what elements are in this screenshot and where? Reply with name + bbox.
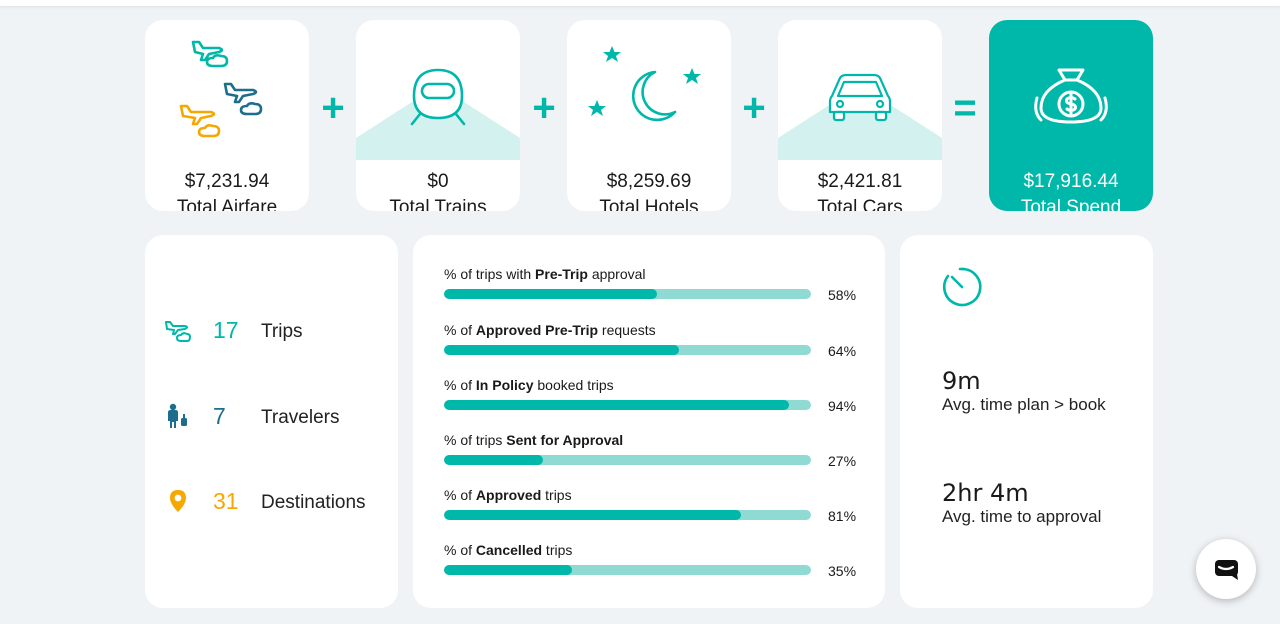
progress-track [444,510,811,520]
trip-stats-card: 17 Trips 7 Travelers 31 Destinations [145,235,398,608]
moon-stars-icon [588,46,701,122]
hotels-label: Total Hotels [599,197,699,211]
airfare-card: $7,231.94 Total Airfare [145,20,309,211]
plan-to-book-label: Avg. time plan > book [942,395,1106,414]
metric-label: % of trips with Pre-Trip approval [444,266,646,282]
time-metrics-card: 9m Avg. time plan > book 2hr 4m Avg. tim… [900,235,1153,608]
total-spend-card: $17,916.44 Total Spend [989,20,1153,211]
money-bag-icon [1034,68,1108,124]
trips-count: 17 [213,317,239,343]
equals-operator: = [953,86,977,130]
metric-percent: 94% [828,398,857,414]
progress-track [444,345,811,355]
plus-operator: + [742,86,766,130]
metric-label: % of trips Sent for Approval [444,432,624,448]
metric-sent-for-approval: % of trips Sent for Approval 27% [444,431,864,471]
plan-to-book-value: 9m [942,367,981,395]
plus-operator: + [321,86,345,130]
metric-percent: 35% [828,563,857,579]
hotels-card: $8,259.69 Total Hotels [567,20,731,211]
stat-destinations: 31 Destinations [165,486,395,516]
progress-fill [444,455,544,465]
metric-approved-trips: % of Approved trips 81% [444,486,864,526]
cars-amount: $2,421.81 [817,171,903,192]
stat-trips: 17 Trips [165,315,395,345]
total-spend-amount: $17,916.44 [1023,171,1119,192]
metric-pre-trip-approval: % of trips with Pre-Trip approval 58% [444,265,864,305]
train-icon [356,68,520,160]
timer-icon [943,267,982,307]
destinations-count: 31 [213,488,239,514]
location-pin-icon [170,490,186,512]
plane-icon [165,321,191,342]
progress-fill [444,345,679,355]
cars-label: Total Cars [817,197,903,211]
trains-label: Total Trains [389,197,487,211]
progress-fill [444,400,789,410]
travelers-count: 7 [213,403,226,429]
total-spend-label: Total Spend [1020,197,1122,211]
plus-operator: + [532,86,556,130]
destinations-label: Destinations [261,492,366,513]
time-to-approval-value: 2hr 4m [942,479,1029,507]
metric-percent: 58% [828,287,857,303]
progress-track [444,400,811,410]
progress-track [444,565,811,575]
metric-cancelled-trips: % of Cancelled trips 35% [444,541,864,581]
metric-percent: 64% [828,343,857,359]
stat-travelers: 7 Travelers [165,401,395,431]
traveler-icon [168,403,187,428]
airfare-amount: $7,231.94 [184,171,270,192]
hotels-amount: $8,259.69 [606,171,692,192]
car-icon [778,73,942,160]
time-to-approval-label: Avg. time to approval [942,507,1102,526]
metric-percent: 27% [828,453,857,469]
airfare-label: Total Airfare [176,197,278,211]
metric-approved-pre-trip: % of Approved Pre-Trip requests 64% [444,321,864,361]
travelers-label: Travelers [261,407,340,428]
progress-track [444,455,811,465]
airplanes-icon [179,40,263,138]
progress-track [444,289,811,299]
cars-card: $2,421.81 Total Cars [778,20,942,211]
chat-icon [1215,560,1238,580]
trains-card: $0 Total Trains [356,20,520,211]
trips-label: Trips [261,321,303,342]
metric-label: % of In Policy booked trips [444,377,614,393]
metric-label: % of Cancelled trips [444,542,573,558]
progress-fill [444,510,742,520]
metric-percent: 81% [828,508,857,524]
approval-metrics-card: % of trips with Pre-Trip approval 58% % … [413,235,885,608]
trains-amount: $0 [427,171,449,192]
metric-in-policy: % of In Policy booked trips 94% [444,376,864,416]
top-bar [0,0,1280,6]
chat-button[interactable] [1196,539,1256,599]
progress-fill [444,565,573,575]
metric-label: % of Approved trips [444,487,572,503]
progress-fill [444,289,657,299]
metric-label: % of Approved Pre-Trip requests [444,322,656,338]
